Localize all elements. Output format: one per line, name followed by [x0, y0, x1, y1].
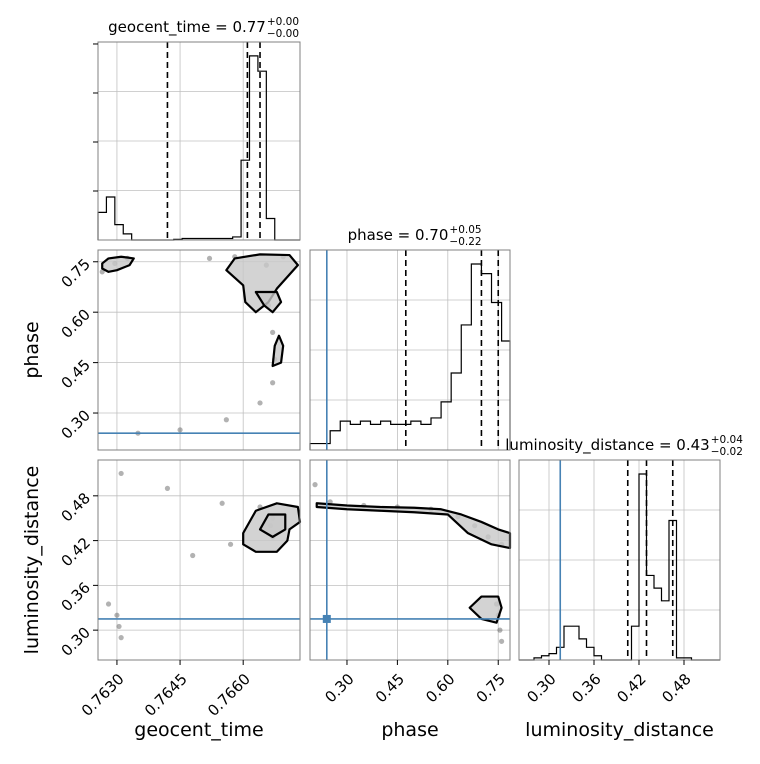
panel-title-plus-luminosity_distance: +0.04 — [711, 434, 743, 446]
contour-geocent_time-luminosity_distance-1 — [258, 513, 287, 538]
tick-label-x-phase-3: 0.75 — [473, 670, 509, 706]
data-layer — [97, 42, 720, 661]
scatter-point-geocent_time-luminosity_distance-2 — [219, 500, 225, 506]
histogram-geocent_time — [97, 55, 300, 241]
text-layer: geocent_time = 0.77 +0.00−0.00 phase = 0.7… — [21, 16, 743, 741]
panel-frame-geocent_time — [97, 41, 301, 241]
tick-label-x-luminosity_distance-3: 0.48 — [658, 670, 694, 706]
panel-title-text-phase: phase = 0.70 — [348, 226, 449, 244]
tick-label-y-luminosity_distance-3: 0.48 — [58, 489, 94, 525]
histogram-phase — [309, 263, 511, 450]
truth-marker-phase-luminosity_distance — [322, 614, 331, 623]
contour-geocent_time-phase-3 — [271, 334, 285, 368]
scatter-point-geocent_time-luminosity_distance-1 — [164, 485, 171, 491]
panel-title-text-geocent_time: geocent_time = 0.77 — [108, 18, 266, 37]
scatter-point-phase-luminosity_distance-12 — [498, 638, 505, 644]
tick-label-x-geocent_time-2: 0.7660 — [204, 670, 254, 720]
axis-label-x-luminosity_distance: luminosity_distance — [525, 719, 714, 741]
panel-title-minus-luminosity_distance: −0.02 — [711, 446, 743, 458]
scatter-point-geocent_time-phase-7 — [270, 329, 276, 335]
panel-frame-luminosity_distance — [518, 459, 721, 661]
axis-label-y-phase: phase — [21, 321, 43, 378]
tick-label-x-geocent_time-1: 0.7645 — [141, 670, 191, 720]
panel-frame-geocent_time-phase — [97, 249, 301, 451]
contour-geocent_time-phase-1 — [225, 253, 299, 314]
tick-label-x-phase-2: 0.60 — [422, 670, 458, 706]
scatter-point-geocent_time-luminosity_distance-7 — [227, 541, 234, 547]
scatter-point-geocent_time-luminosity_distance-12 — [118, 635, 124, 641]
panel-frame-phase-luminosity_distance — [309, 459, 511, 661]
scatter-point-geocent_time-phase-11 — [223, 417, 229, 423]
scatter-point-geocent_time-phase-10 — [257, 400, 263, 406]
scatter-point-geocent_time-phase-12 — [177, 427, 183, 433]
tick-label-x-phase-1: 0.45 — [372, 670, 408, 706]
contour-geocent_time-phase-2 — [254, 290, 283, 314]
tick-label-x-luminosity_distance-2: 0.42 — [613, 670, 649, 706]
grid-layer — [98, 42, 720, 660]
scatter-point-geocent_time-phase-3 — [206, 255, 213, 262]
scatter-point-phase-luminosity_distance-11 — [497, 627, 503, 633]
axis-label-x-phase: phase — [381, 719, 438, 741]
tick-label-x-luminosity_distance-0: 0.30 — [523, 670, 559, 706]
panel-title-plus-geocent_time: +0.00 — [267, 16, 299, 28]
panel-title-luminosity_distance: luminosity_distance = 0.43 +0.04−0.02 — [505, 434, 743, 458]
panel-title-text-luminosity_distance: luminosity_distance = 0.43 — [505, 436, 709, 455]
tick-label-y-phase-2: 0.60 — [58, 305, 94, 341]
tick-label-y-phase-3: 0.75 — [58, 255, 94, 291]
scatter-point-geocent_time-luminosity_distance-9 — [105, 601, 112, 607]
tick-label-y-luminosity_distance-1: 0.36 — [58, 579, 94, 615]
panel-frame-geocent_time-luminosity_distance — [97, 459, 301, 661]
axis-label-x-geocent_time: geocent_time — [134, 719, 263, 741]
panel-title-phase: phase = 0.70 +0.05−0.22 — [348, 224, 482, 248]
contour-geocent_time-phase-0 — [101, 255, 135, 273]
contour-phase-luminosity_distance-0 — [315, 502, 512, 550]
tick-label-x-phase-0: 0.30 — [321, 670, 357, 706]
panel-title-geocent_time: geocent_time = 0.77 +0.00−0.00 — [108, 16, 299, 40]
scatter-point-geocent_time-luminosity_distance-11 — [116, 623, 122, 630]
panel-frame-phase — [309, 249, 511, 451]
tick-label-y-luminosity_distance-0: 0.30 — [58, 623, 94, 659]
scatter-point-geocent_time-luminosity_distance-10 — [114, 612, 120, 618]
tick-label-y-phase-1: 0.45 — [58, 356, 94, 392]
scatter-point-geocent_time-luminosity_distance-0 — [118, 470, 124, 477]
scatter-point-phase-luminosity_distance-0 — [312, 482, 318, 488]
panel-title-plus-phase: +0.05 — [449, 224, 481, 236]
axis-label-y-luminosity_distance: luminosity_distance — [21, 466, 43, 655]
tick-label-x-luminosity_distance-1: 0.36 — [568, 670, 604, 706]
tick-label-y-luminosity_distance-2: 0.42 — [58, 534, 94, 570]
scatter-point-geocent_time-phase-9 — [270, 380, 276, 386]
scatter-point-geocent_time-phase-0 — [99, 269, 105, 275]
scatter-point-geocent_time-luminosity_distance-8 — [190, 552, 196, 559]
tick-label-y-phase-0: 0.30 — [58, 406, 94, 442]
frame-layer — [93, 41, 721, 665]
panel-title-minus-geocent_time: −0.00 — [267, 28, 299, 40]
tick-label-x-geocent_time-0: 0.7630 — [78, 670, 128, 720]
panel-title-minus-phase: −0.22 — [449, 236, 481, 248]
